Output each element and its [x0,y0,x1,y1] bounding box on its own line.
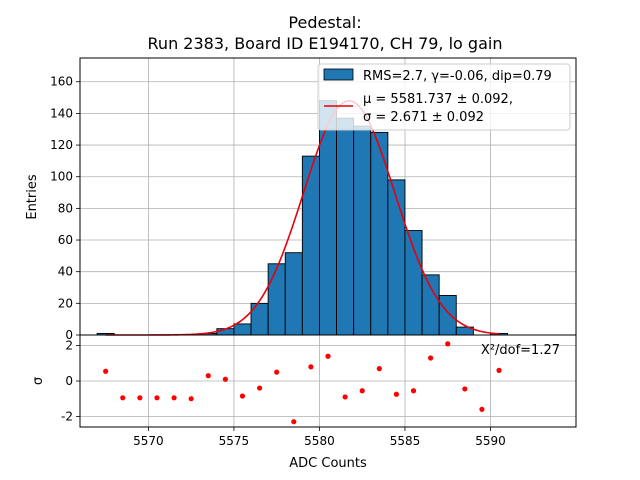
y-tick-label: 0 [65,328,73,342]
residual-point [239,393,246,399]
main-y-ticks: 0 20 40 60 80 100 120 140 160 [50,75,80,342]
residual-point [274,369,280,375]
y-tick-label: 140 [50,106,73,120]
x-tick-label: 5590 [475,434,506,448]
y-tick-label: 60 [58,233,73,247]
histogram-bar [318,100,338,336]
residual-point [137,395,143,401]
chart-title-line1: Pedestal: [288,13,361,32]
x-tick-label: 5585 [390,434,421,448]
legend-fit-label-line2: σ = 2.671 ± 0.092 [363,110,484,125]
legend-fit-label-line1: μ = 5581.737 ± 0.092, [363,92,513,107]
residual-point [291,419,297,425]
x-tick-label: 5580 [304,434,335,448]
residual-point [393,391,400,397]
residual-point [359,388,365,394]
legend-histogram-swatch [323,68,354,81]
residual-point [410,388,417,394]
histogram-bar [284,252,303,336]
x-axis-label: ADC Counts [289,456,367,471]
histogram-bar [438,294,457,336]
legend: RMS=2.7, γ=-0.06, dip=0.79 μ = 5581.737 … [317,63,571,131]
residual-point [188,396,194,402]
y-axis-label: Entries [25,174,40,220]
residual-point [325,353,331,359]
histogram-bar [353,125,372,336]
histogram-bar [336,117,355,336]
x-tick-label: 5570 [133,434,164,448]
residual-y-axis-label: σ [31,377,46,385]
residual-point [222,376,228,382]
residual-point [103,368,109,374]
residual-point [120,395,126,401]
residual-point [496,367,502,373]
residual-points [103,341,502,425]
y-tick-label: 160 [50,75,73,89]
x-ticks: 5570 5575 5580 5585 5590 [133,427,506,448]
residual-point [308,364,314,370]
histogram-bar [421,274,440,336]
residual-point [342,394,348,400]
histogram-bars [96,100,509,336]
y-tick-label: 100 [50,170,73,184]
residual-y-tick-label: -2 [61,409,73,423]
residual-y-tick-label: 0 [65,374,73,388]
residual-point [376,366,382,372]
residual-point [428,355,434,361]
y-tick-label: 40 [58,265,73,279]
x-tick-label: 5575 [219,434,250,448]
residual-point [462,386,468,392]
y-tick-label: 80 [58,201,73,215]
histogram-bar [267,263,286,336]
residual-point [445,341,451,347]
legend-histogram-label: RMS=2.7, γ=-0.06, dip=0.79 [363,69,552,84]
histogram-bar [233,323,252,336]
residual-point [154,395,160,401]
residual-point [479,406,485,412]
residual-gridlines [80,335,576,427]
residual-point [205,373,211,379]
residual-y-ticks: -2 0 2 [61,339,80,423]
residual-y-tick-label: 2 [65,339,73,353]
chart-title-line2: Run 2383, Board ID E194170, CH 79, lo ga… [148,34,503,53]
residual-point [171,395,177,401]
histogram-bar [301,155,320,336]
residual-point [256,385,263,391]
histogram-bar [387,179,406,336]
legend-box [317,63,571,131]
y-tick-label: 120 [50,138,73,152]
y-tick-label: 20 [58,296,73,310]
chi2-annotation: X²/dof=1.27 [481,343,560,358]
